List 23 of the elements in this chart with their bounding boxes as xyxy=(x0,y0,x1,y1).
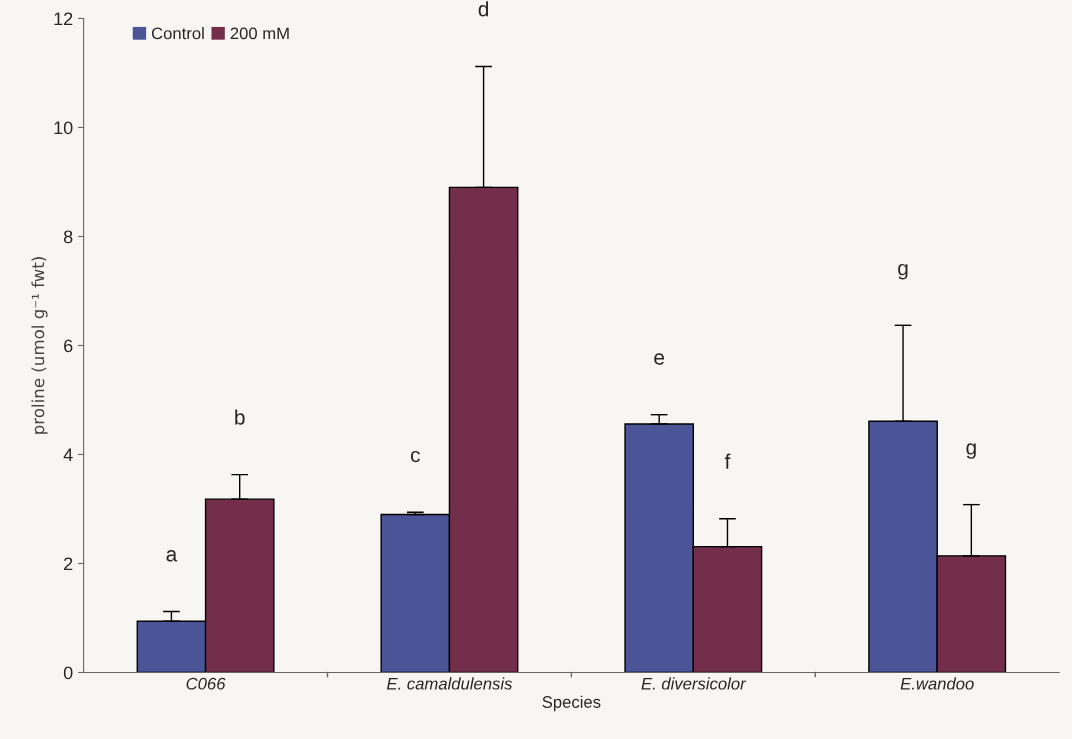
y-tick-label: 2 xyxy=(64,557,73,571)
x-tick-label: E. camaldulensis xyxy=(386,677,513,690)
annotation: e xyxy=(654,353,665,365)
annotation: a xyxy=(166,550,178,562)
y-tick-label: 10 xyxy=(54,121,73,135)
y-tick-label: 12 xyxy=(54,12,73,26)
x-tick-label: E.wandoo xyxy=(900,677,974,690)
annotation: g xyxy=(898,263,908,280)
x-tick-label: C066 xyxy=(186,677,226,690)
annotation: g xyxy=(966,443,976,459)
annotation: f xyxy=(724,453,731,469)
annotation: b xyxy=(235,409,245,425)
legend-label: 200 mM xyxy=(230,27,289,40)
y-tick-label: 4 xyxy=(63,448,73,462)
legend-label: Control xyxy=(151,27,204,40)
y-tick-label: 0 xyxy=(63,666,73,680)
text: d xyxy=(478,1,489,17)
y-tick-label: 6 xyxy=(64,339,73,353)
y-tick-label: 8 xyxy=(63,230,73,244)
x-axis-title: Species xyxy=(542,695,601,712)
y-axis-title: proline (umol g⁻¹ fwt) xyxy=(31,257,48,434)
annotation: c xyxy=(410,450,420,463)
x-tick-label: E. diversicolor xyxy=(641,677,747,690)
